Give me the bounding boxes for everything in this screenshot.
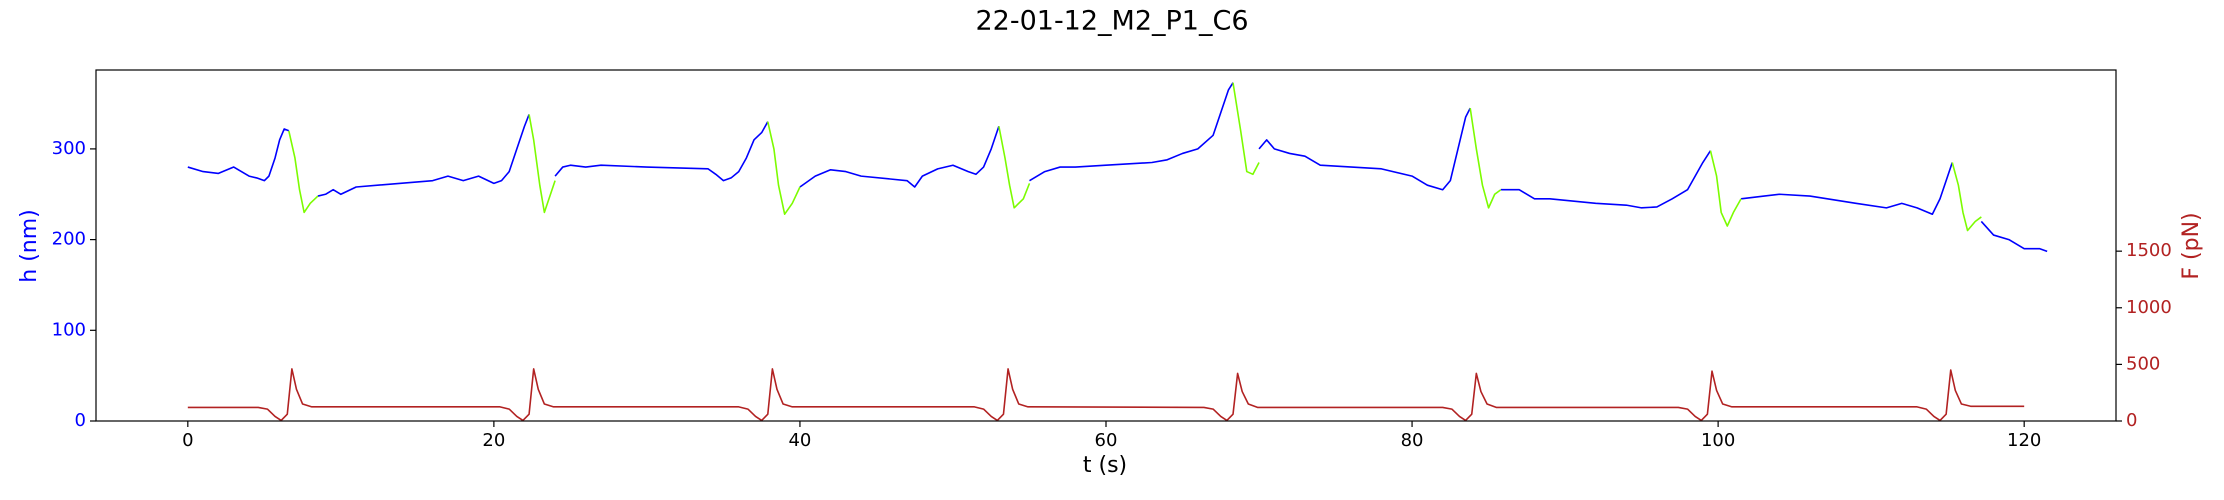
y-tick-label: 300: [52, 138, 86, 159]
x-tick-label: 0: [182, 430, 193, 451]
x-tick-label: 60: [1095, 430, 1118, 451]
x-tick-label: 40: [788, 430, 811, 451]
y-axis-label: h (nm): [17, 209, 42, 282]
y2-tick-label: 1000: [2126, 297, 2172, 318]
data-line: [187, 82, 2048, 253]
y-tick-label: 0: [75, 410, 86, 431]
data-line: [187, 368, 2025, 422]
x-tick-label: 80: [1401, 430, 1424, 451]
x-axis-label: t (s): [1083, 453, 1127, 478]
x-tick-label: 100: [1701, 430, 1735, 451]
x-tick-label: 20: [482, 430, 505, 451]
x-tick-label: 120: [2007, 430, 2041, 451]
y2-tick-label: 500: [2126, 353, 2160, 374]
data-line: [288, 82, 1982, 232]
y2-axis-label: F (pN): [2179, 212, 2204, 279]
y2-tick-label: 1500: [2126, 240, 2172, 261]
y2-tick-label: 0: [2126, 410, 2137, 431]
y-tick-label: 200: [52, 229, 86, 250]
y-tick-label: 100: [52, 319, 86, 340]
chart-title: 22-01-12_M2_P1_C6: [975, 6, 1248, 37]
plot-frame: [95, 69, 2117, 422]
